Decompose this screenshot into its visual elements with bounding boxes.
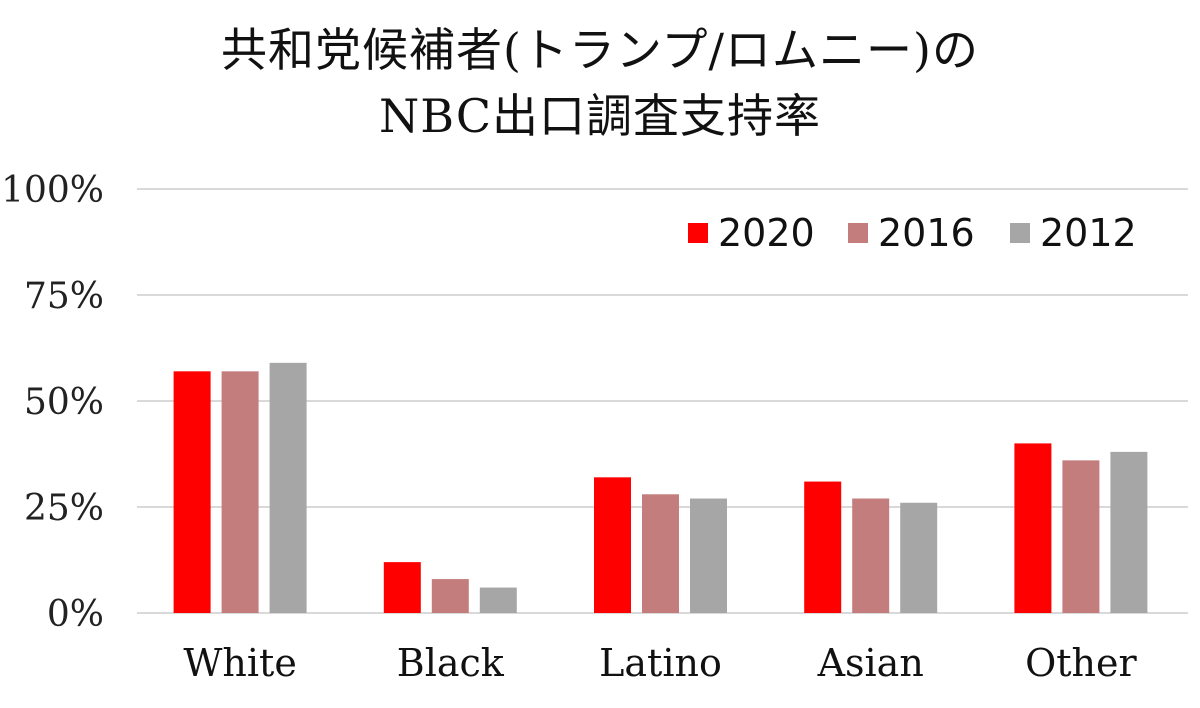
legend-label-2012: 2012 bbox=[1040, 211, 1137, 255]
y-tick-label: 50% bbox=[24, 382, 104, 423]
bar-latino-2020 bbox=[594, 477, 631, 613]
legend: 2020 2016 2012 bbox=[688, 211, 1137, 255]
y-tick-label: 100% bbox=[1, 170, 104, 211]
chart-title-line-2: NBC出口調査支持率 bbox=[378, 89, 822, 143]
legend-swatch-2020 bbox=[688, 223, 708, 243]
x-category-label: White bbox=[183, 641, 296, 685]
x-category-label: Asian bbox=[817, 641, 924, 685]
bar-black-2016 bbox=[431, 579, 469, 613]
x-category-label: Black bbox=[397, 641, 505, 685]
y-axis-tick-labels: 0% 25% 50% 75% 100% bbox=[1, 170, 104, 635]
legend-label-2020: 2020 bbox=[718, 211, 815, 255]
bar-asian-2012 bbox=[900, 502, 938, 613]
y-tick-label: 0% bbox=[47, 594, 104, 635]
bar-white-2020 bbox=[173, 371, 211, 613]
bar-black-2020 bbox=[383, 562, 421, 613]
x-category-label: Other bbox=[1025, 641, 1137, 685]
y-tick-label: 75% bbox=[24, 276, 104, 317]
legend-label-2016: 2016 bbox=[878, 211, 975, 255]
x-category-label: Latino bbox=[599, 641, 722, 685]
bar-black-2012 bbox=[479, 587, 517, 613]
chart-title-line-1: 共和党候補者(トランプ/ロムニー)の bbox=[220, 23, 979, 77]
bar-latino-2012 bbox=[690, 498, 727, 613]
bar-white-2012 bbox=[269, 362, 307, 613]
bar-other-2020 bbox=[1014, 443, 1052, 613]
legend-swatch-2016 bbox=[848, 223, 868, 243]
bar-white-2016 bbox=[221, 371, 259, 613]
bars bbox=[173, 362, 1148, 613]
bar-other-2012 bbox=[1110, 451, 1148, 613]
y-tick-label: 25% bbox=[24, 488, 104, 529]
legend-swatch-2012 bbox=[1010, 223, 1030, 243]
x-axis-category-labels: White Black Latino Asian Other bbox=[183, 641, 1137, 685]
bar-asian-2016 bbox=[852, 498, 890, 613]
bar-other-2016 bbox=[1062, 460, 1100, 613]
bar-asian-2020 bbox=[804, 481, 842, 613]
bar-latino-2016 bbox=[642, 494, 679, 613]
